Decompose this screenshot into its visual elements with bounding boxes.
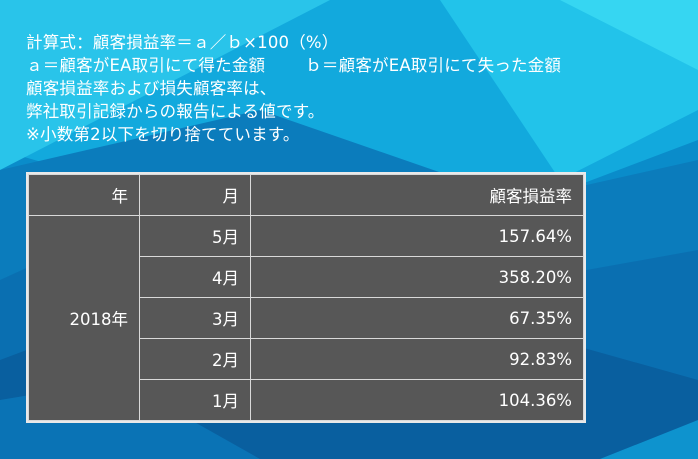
rate-cell: 104.36% [250,379,584,421]
header-rate: 顧客損益率 [250,174,584,216]
definition-line: ａ＝顧客がEA取引にて得た金額 ｂ＝顧客がEA取引にて失った金額 [26,54,686,77]
note-line-4: 弊社取引記録からの報告による値です。 [26,102,325,121]
profit-rate-table-frame: 年 月 顧客損益率 2018年 5月 157.64% 4月 358.20% 3月… [26,172,586,423]
rate-cell: 157.64% [250,215,584,257]
definition-b: ｂ＝顧客がEA取引にて失った金額 [305,56,562,75]
month-cell: 1月 [139,379,251,421]
month-cell: 2月 [139,338,251,380]
table-row: 2018年 5月 157.64% [28,215,584,421]
definition-a: ａ＝顧客がEA取引にて得た金額 [26,56,266,75]
profit-rate-table: 年 月 顧客損益率 2018年 5月 157.64% 4月 358.20% 3月… [28,174,584,421]
rate-cell: 92.83% [250,338,584,380]
table-row: 1月 104.36% [29,379,584,421]
year-cell: 2018年 [28,215,140,421]
calculation-notes: 計算式：顧客損益率＝ａ／ｂ×100（%） ａ＝顧客がEA取引にて得た金額 ｂ＝顧客… [26,31,686,146]
rate-cell: 358.20% [250,256,584,298]
table-row: 3月 67.35% [29,297,584,339]
header-year: 年 [28,174,140,216]
table-row: 4月 358.20% [29,256,584,298]
header-month: 月 [139,174,251,216]
month-cell: 3月 [139,297,251,339]
note-line-5: ※小数第2以下を切り捨てています。 [26,125,300,144]
note-line-3: 顧客損益率および損失顧客率は、 [26,79,277,98]
rate-cell: 67.35% [250,297,584,339]
month-cell: 5月 [139,215,251,257]
table-header-row: 年 月 顧客損益率 [28,174,584,216]
formula-line: 計算式：顧客損益率＝ａ／ｂ×100（%） [26,33,339,52]
table-row: 2月 92.83% [29,338,584,380]
month-cell: 4月 [139,256,251,298]
